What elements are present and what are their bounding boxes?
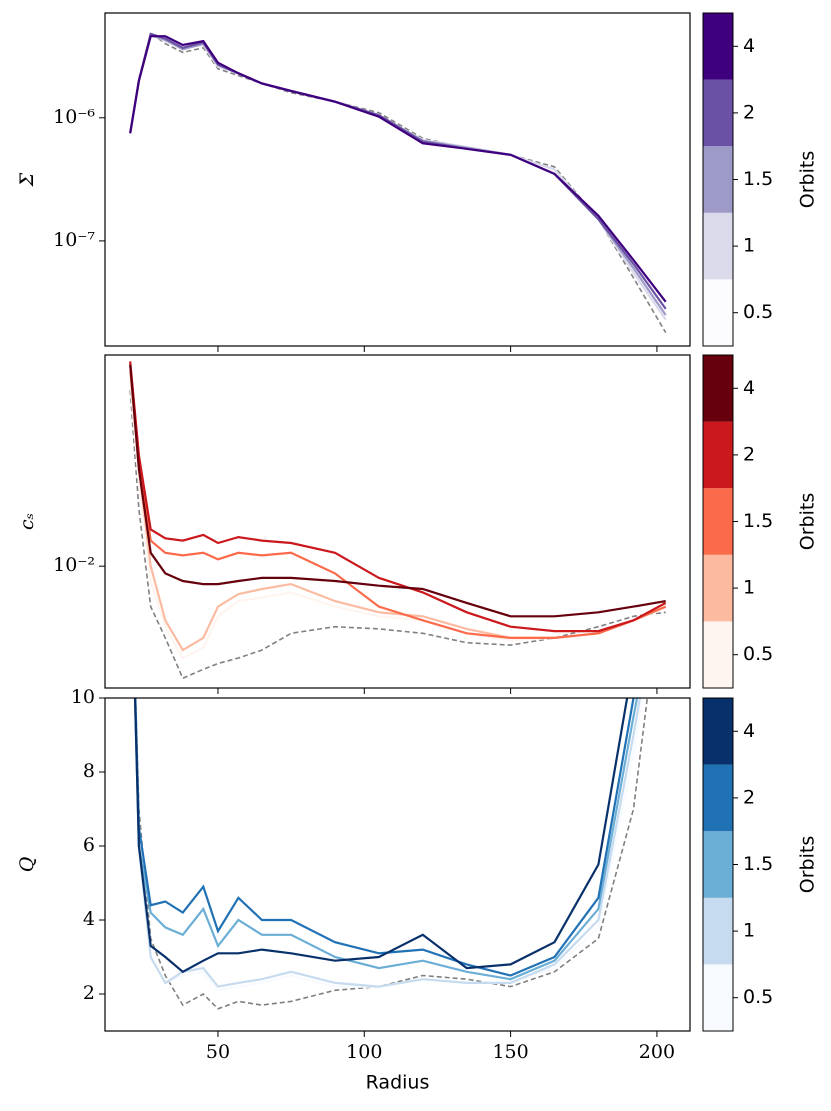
colorbar-label: 0.5 [743, 643, 773, 665]
y-axis-label: cₛ [16, 513, 38, 530]
y-axis-label: Q [16, 857, 38, 873]
series-line [129, 390, 666, 680]
series-line [129, 32, 667, 321]
colorbar-segment [703, 279, 733, 346]
y-tick-label: 10⁻⁶ [53, 106, 95, 128]
colorbar-label: 1 [743, 235, 755, 257]
colorbar-title: Orbits [797, 151, 819, 208]
colorbar-segment [703, 621, 733, 688]
y-axis-label: Σ [16, 172, 38, 187]
series-line [133, 698, 629, 974]
series-line [134, 698, 649, 1010]
colorbar-segment [703, 488, 733, 555]
colorbar-title: Orbits [797, 836, 819, 893]
y-tick-label: 2 [83, 982, 95, 1004]
colorbar-label: 4 [743, 377, 755, 399]
plot-lines [133, 698, 649, 1010]
colorbar-frame [702, 354, 734, 689]
series-line [133, 698, 642, 988]
colorbar-frame [702, 697, 734, 1032]
series-line [129, 361, 667, 633]
plot-frame [104, 12, 691, 347]
colorbar-segment [703, 698, 733, 765]
plot-lines [129, 31, 667, 334]
colorbar-label: 4 [743, 35, 755, 57]
series-line [129, 364, 666, 618]
x-tick-label: 50 [206, 1041, 230, 1063]
colorbar-label: 1.5 [743, 510, 773, 532]
colorbar-label: 0.5 [743, 986, 773, 1008]
colorbar-label: 1.5 [743, 853, 773, 875]
colorbar-label: 4 [743, 720, 755, 742]
colorbar-title: Orbits [797, 493, 819, 550]
colorbar-segment [703, 764, 733, 832]
x-tick-label: 100 [346, 1041, 382, 1063]
colorbar-segment [703, 554, 733, 622]
series-line [129, 35, 667, 303]
x-axis-label: Radius [366, 1072, 430, 1094]
x-tick-label: 150 [492, 1041, 528, 1063]
y-tick-label: 10 [71, 686, 95, 708]
series-line [129, 32, 667, 310]
colorbar-segment [703, 146, 733, 213]
colorbar-frame [702, 12, 734, 347]
colorbar-label: 1 [743, 577, 755, 599]
x-tick-label: 200 [639, 1041, 675, 1063]
series-line [129, 371, 667, 652]
series-line [129, 33, 667, 316]
colorbar-segment [703, 79, 733, 147]
y-tick-label: 8 [83, 760, 95, 782]
colorbar-label: 2 [743, 786, 755, 808]
colorbar-label: 2 [743, 101, 755, 123]
colorbar-label: 2 [743, 443, 755, 465]
colorbar-segment [703, 421, 733, 489]
colorbar-segment [703, 355, 733, 422]
series-line [134, 698, 635, 977]
series-line [133, 698, 639, 981]
colorbar-segment [703, 964, 733, 1031]
y-tick-label: 10⁻² [53, 554, 95, 576]
colorbar-segment [703, 13, 733, 80]
y-tick-label: 10⁻⁷ [53, 229, 95, 251]
colorbar-label: 1.5 [743, 168, 773, 190]
colorbar-label: 1 [743, 920, 755, 942]
series-line [129, 378, 667, 660]
y-tick-label: 6 [83, 834, 95, 856]
colorbar-label: 0.5 [743, 301, 773, 323]
plot-frame [104, 697, 691, 1032]
plot-lines [129, 361, 667, 680]
plot-frame [104, 354, 691, 689]
series-line [129, 32, 667, 323]
colorbar-segment [703, 831, 733, 898]
series-line [129, 31, 667, 334]
series-line [129, 364, 667, 639]
colorbar-segment [703, 212, 733, 280]
colorbar-segment [703, 897, 733, 965]
y-tick-label: 4 [83, 908, 95, 930]
